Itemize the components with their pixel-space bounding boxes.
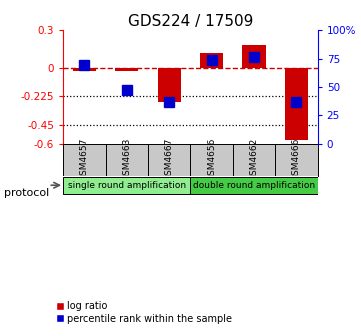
Legend: log ratio, percentile rank within the sample: log ratio, percentile rank within the sa… (52, 297, 236, 328)
Text: protocol: protocol (4, 188, 49, 198)
Bar (285, 68, 308, 140)
Bar (200, 53, 223, 68)
Text: GSM4657: GSM4657 (80, 138, 89, 181)
Bar (242, 45, 266, 68)
Title: GDS224 / 17509: GDS224 / 17509 (128, 14, 253, 29)
Bar (191, 176, 318, 194)
Bar (63, 176, 191, 194)
Text: GSM4656: GSM4656 (207, 138, 216, 181)
Bar (73, 68, 96, 71)
Text: GSM4662: GSM4662 (249, 138, 258, 181)
Bar (115, 68, 139, 71)
Text: GSM4663: GSM4663 (122, 138, 131, 181)
Text: GSM4667: GSM4667 (165, 138, 174, 181)
Bar (157, 68, 181, 102)
Text: GSM4666: GSM4666 (292, 138, 301, 181)
Text: single round amplification: single round amplification (68, 181, 186, 190)
Text: double round amplification: double round amplification (193, 181, 315, 190)
